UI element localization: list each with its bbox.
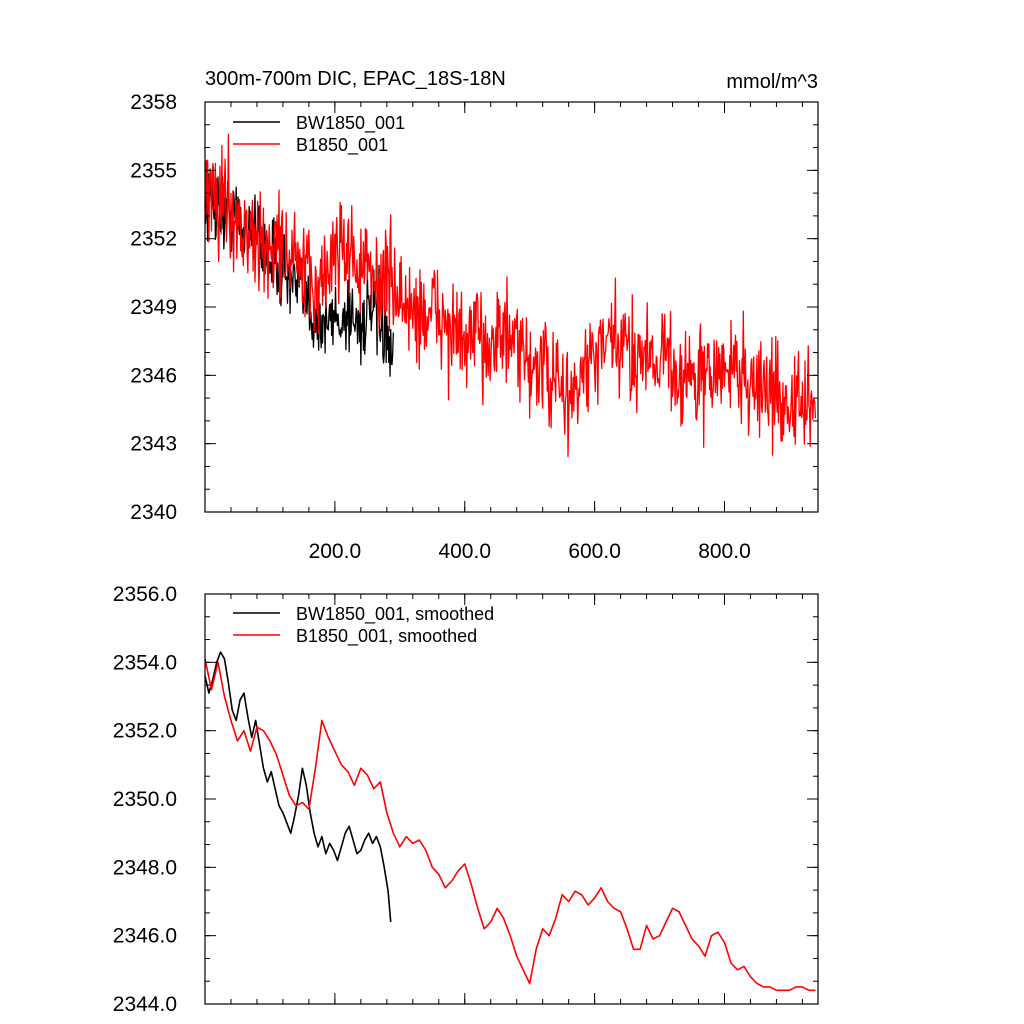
bottom-y-tick-labels: 2344.0 2346.0 2348.0 2350.0 2352.0 2354.… xyxy=(113,583,177,1016)
top-x-tick-label: 600.0 xyxy=(568,540,621,563)
top-legend-label-b: B1850_001 xyxy=(296,135,388,156)
top-y-tick-label: 2355 xyxy=(130,159,177,182)
bottom-y-tick-label: 2348.0 xyxy=(113,856,177,879)
bottom-plot-frame xyxy=(204,593,819,1005)
bottom-series-line-b xyxy=(204,658,816,992)
bottom-y-tick-label: 2354.0 xyxy=(113,651,177,674)
top-units-label: mmol/m^3 xyxy=(726,71,818,93)
top-x-tick-label: 400.0 xyxy=(438,540,491,563)
top-x-tick-label: 200.0 xyxy=(309,540,362,563)
bottom-y-tick-label: 2344.0 xyxy=(113,993,177,1016)
top-series-lines xyxy=(204,133,817,458)
bottom-series-line-bw xyxy=(204,651,392,923)
top-legend: BW1850_001 B1850_001 xyxy=(233,113,405,156)
top-y-tick-label: 2340 xyxy=(130,501,177,524)
bottom-legend-label-b: B1850_001, smoothed xyxy=(296,626,477,647)
bottom-axis-ticks xyxy=(205,593,818,1005)
bottom-y-tick-label: 2350.0 xyxy=(113,788,177,811)
bottom-series-lines xyxy=(204,651,816,992)
top-legend-label-bw: BW1850_001 xyxy=(296,113,405,134)
top-y-tick-label: 2343 xyxy=(130,433,177,456)
bottom-legend-label-bw: BW1850_001, smoothed xyxy=(296,604,494,625)
top-y-tick-label: 2349 xyxy=(130,296,177,319)
top-plot-frame xyxy=(204,101,819,513)
top-y-tick-label: 2352 xyxy=(130,228,177,251)
top-y-tick-label: 2358 xyxy=(130,91,177,114)
top-x-tick-labels: 200.0 400.0 600.0 800.0 xyxy=(309,540,751,563)
top-axis-ticks xyxy=(205,101,818,513)
bottom-panel: 2344.0 2346.0 2348.0 2350.0 2352.0 2354.… xyxy=(113,583,819,1016)
bottom-y-tick-label: 2356.0 xyxy=(113,583,177,606)
top-series-line-bw xyxy=(204,168,394,377)
top-panel: 300m-700m DIC, EPAC_18S-18N mmol/m^3 234… xyxy=(130,68,819,563)
top-y-tick-label: 2346 xyxy=(130,364,177,387)
bottom-legend: BW1850_001, smoothed B1850_001, smoothed xyxy=(233,604,494,647)
top-chart-title: 300m-700m DIC, EPAC_18S-18N xyxy=(205,68,506,90)
top-x-tick-label: 800.0 xyxy=(698,540,751,563)
top-y-tick-labels: 2340 2343 2346 2349 2352 2355 2358 xyxy=(130,91,177,524)
top-series-line-b xyxy=(204,133,817,458)
bottom-y-tick-label: 2346.0 xyxy=(113,925,177,948)
bottom-y-tick-label: 2352.0 xyxy=(113,720,177,743)
